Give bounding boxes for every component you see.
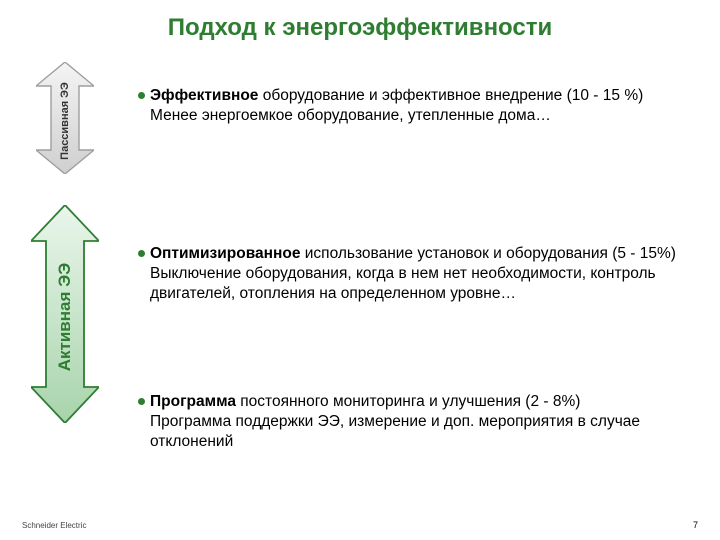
footer-page-number: 7: [693, 520, 698, 530]
page-title: Подход к энергоэффективности: [0, 14, 720, 42]
bullet-line: Оптимизированное использование установок…: [122, 244, 708, 264]
bullet-section-2: Оптимизированное использование установок…: [122, 244, 708, 303]
footer-brand: Schneider Electric: [22, 521, 86, 530]
bullet-section-3: Программа постоянного мониторинга и улуч…: [122, 392, 708, 451]
bullet-dot-icon: [138, 398, 145, 405]
bullet-line: Программа постоянного мониторинга и улуч…: [122, 392, 708, 412]
active-arrow: Активная ЭЭ: [31, 205, 99, 428]
left-arrows-column: Пассивная ЭЭ Активная ЭЭ: [28, 62, 102, 428]
bullet-sub: Менее энергоемкое оборудование, утепленн…: [122, 106, 708, 126]
bullet-section-1: Эффективное оборудование и эффективное в…: [122, 86, 708, 126]
active-label: Активная ЭЭ: [55, 262, 75, 371]
passive-arrow: Пассивная ЭЭ: [36, 62, 94, 179]
bullet-dot-icon: [138, 92, 145, 99]
bullet-dot-icon: [138, 250, 145, 257]
bullet-line: Эффективное оборудование и эффективное в…: [122, 86, 708, 106]
bullet-sub: Выключение оборудования, когда в нем нет…: [122, 264, 708, 304]
bullet-sub: Программа поддержки ЭЭ, измерение и доп.…: [122, 412, 708, 452]
passive-label: Пассивная ЭЭ: [59, 82, 71, 160]
